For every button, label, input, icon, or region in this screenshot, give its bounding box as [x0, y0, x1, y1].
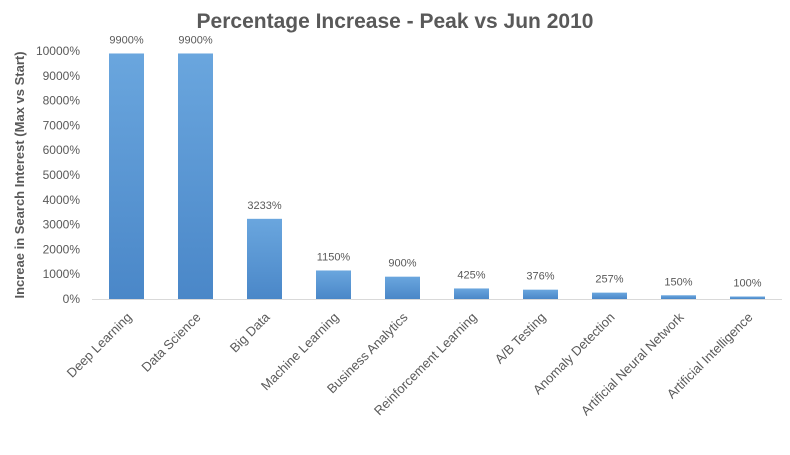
chart-title: Percentage Increase - Peak vs Jun 2010 [197, 10, 594, 33]
bar-value-label: 376% [526, 271, 554, 283]
y-tick-label: 9000% [43, 69, 81, 83]
y-tick-label: 7000% [43, 118, 81, 132]
y-tick-label: 0% [63, 292, 81, 306]
y-axis-label: Increae in Search Interest (Max vs Start… [12, 51, 27, 298]
bar-value-label: 900% [388, 258, 416, 270]
bar [454, 288, 489, 299]
bar [385, 277, 420, 299]
y-tick-label: 4000% [43, 193, 81, 207]
y-tick-label: 5000% [43, 168, 81, 182]
bar-value-label: 425% [457, 269, 485, 281]
bars-group [109, 53, 765, 299]
bar-value-label: 100% [733, 278, 761, 290]
bar-value-label: 257% [595, 274, 623, 286]
x-axis-ticks: Deep Learning Data Science Big DataMachine… [64, 309, 756, 418]
bar [178, 53, 213, 299]
bar-value-label: 9900% [109, 34, 143, 46]
bar-value-label: 3233% [247, 200, 281, 212]
x-tick-label: Data Science [138, 310, 203, 375]
y-tick-label: 1000% [43, 267, 81, 281]
bar-value-label: 1150% [317, 251, 351, 263]
x-tick-label: Deep Learning [64, 310, 135, 381]
y-tick-label: 2000% [43, 242, 81, 256]
x-tick-label: A/B Testing [492, 310, 549, 367]
bar-value-label: 150% [664, 276, 692, 288]
y-tick-label: 8000% [43, 94, 81, 108]
bar [592, 293, 627, 299]
bar [730, 297, 765, 299]
y-tick-label: 10000% [36, 44, 80, 58]
bar [247, 219, 282, 299]
bar-value-label: 9900% [178, 34, 212, 46]
bar [316, 270, 351, 299]
x-tick-label: Big Data [227, 309, 273, 355]
y-tick-label: 3000% [43, 218, 81, 232]
y-tick-label: 6000% [43, 143, 81, 157]
bar [109, 53, 144, 299]
y-axis-ticks: 0% 1000% 2000% 3000% 4000% 5000% 6000% 7000% 800… [36, 44, 80, 306]
bar [661, 295, 696, 299]
bar [523, 290, 558, 299]
